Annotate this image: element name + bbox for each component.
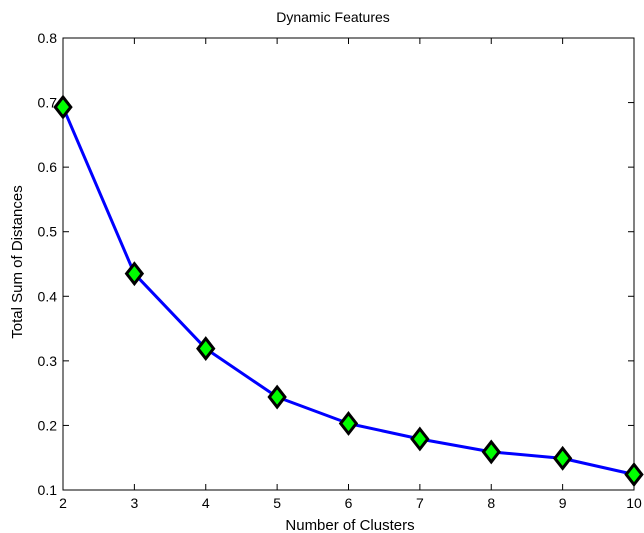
x-tick-label: 5 (273, 495, 281, 511)
y-tick-label: 0.2 (38, 417, 58, 433)
y-tick-label: 0.8 (38, 30, 58, 46)
data-point-marker (338, 411, 359, 436)
y-tick-label: 0.7 (38, 95, 58, 111)
x-tick-label: 6 (345, 495, 353, 511)
x-tick-label: 8 (487, 495, 495, 511)
data-point-marker (53, 94, 73, 120)
y-tick-label: 0.6 (38, 159, 58, 175)
y-tick-label: 0.3 (38, 353, 58, 369)
x-tick-label: 9 (559, 495, 567, 511)
series-layer (53, 94, 644, 487)
data-point-marker (410, 426, 430, 452)
data-point-marker (481, 439, 501, 465)
data-point-marker (124, 261, 145, 287)
chart-title: Dynamic Features (276, 9, 390, 25)
y-tick-label: 0.1 (38, 482, 58, 498)
x-tick-label: 3 (130, 495, 138, 511)
data-point-marker (196, 336, 216, 362)
y-tick-label: 0.5 (38, 224, 58, 240)
x-axis-label: Number of Clusters (285, 517, 414, 533)
data-point-marker (267, 384, 287, 410)
y-tick-label: 0.4 (38, 288, 58, 304)
data-point-marker (624, 462, 644, 487)
x-tick-label: 2 (59, 495, 67, 511)
y-axis-label: Total Sum of Distances (9, 185, 26, 338)
x-tick-label: 10 (626, 495, 642, 511)
tick-layer: 2 3 4 5 6 7 8 9 10 0.1 0.2 0.3 0.4 0.5 0.6 0.7 0.8 (38, 30, 642, 511)
x-tick-label: 7 (416, 495, 424, 511)
x-tick-label: 4 (202, 495, 210, 511)
data-point-marker (552, 445, 573, 471)
